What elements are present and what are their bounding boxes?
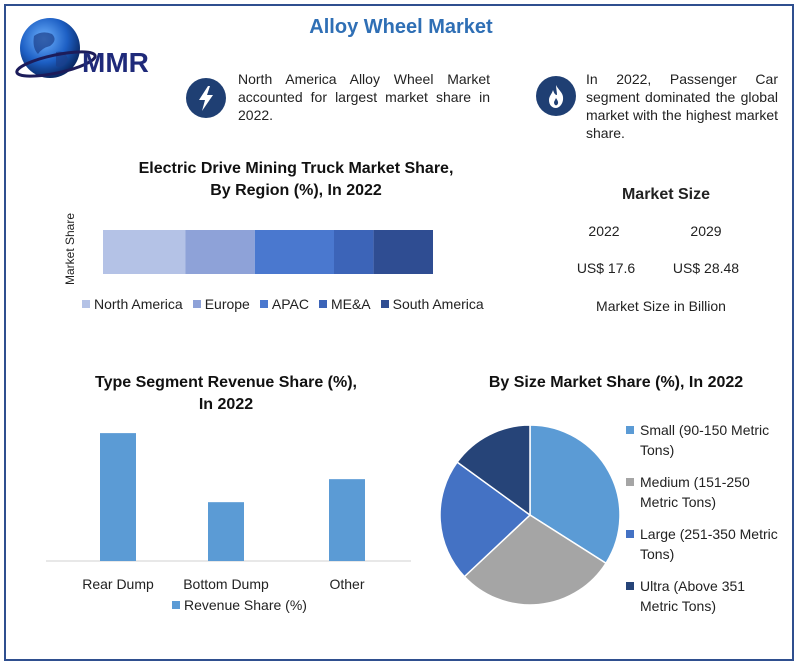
- region-bar-segment-0: [103, 230, 186, 274]
- legend-swatch: [626, 478, 634, 486]
- flame-icon: [536, 76, 576, 116]
- legend-label: Tons): [640, 442, 675, 458]
- size-legend-item: Medium (151-250 Metric Tons): [626, 472, 786, 512]
- region-bar-segment-3: [334, 230, 374, 274]
- market-size-value-2022: US$ 17.6: [576, 260, 636, 276]
- legend-swatch: [626, 582, 634, 590]
- svg-text:MMR: MMR: [82, 47, 149, 78]
- legend-label: Ultra (Above 351: [640, 578, 746, 594]
- size-pie-chart: [439, 424, 621, 606]
- segment-bar: [329, 479, 365, 561]
- legend-label: Metric Tons): [640, 494, 716, 510]
- legend-label: APAC: [271, 296, 309, 312]
- legend-label: Medium (151-250: [640, 474, 750, 490]
- size-legend-item: Ultra (Above 351 Metric Tons): [626, 576, 786, 616]
- region-chart-title: Electric Drive Mining Truck Market Share…: [138, 160, 454, 199]
- market-size-value-2029: US$ 28.48: [672, 260, 740, 276]
- region-legend-item: South America: [380, 296, 484, 312]
- pie-slice: [439, 461, 532, 578]
- region-legend-item: APAC: [259, 296, 309, 312]
- legend-label: North America: [94, 296, 183, 312]
- legend-swatch: [318, 300, 327, 308]
- legend-label: South America: [392, 296, 484, 312]
- size-chart-title: By Size Market Share (%), In 2022: [488, 374, 744, 391]
- legend-label: Tons): [640, 546, 675, 562]
- segment-legend-swatch: [172, 601, 180, 609]
- infographic-frame: MMR Alloy Wheel Market North America All…: [4, 4, 794, 661]
- segment-x-tick-label: Other: [329, 576, 364, 592]
- legend-label: Small (90-150 Metric: [640, 422, 770, 438]
- lightning-icon: [186, 78, 226, 118]
- segment-legend-label: Revenue Share (%): [184, 597, 307, 613]
- legend-swatch: [259, 300, 268, 308]
- legend-label: Large (251-350 Metric: [640, 526, 778, 542]
- region-y-axis-label: Market Share: [63, 213, 77, 285]
- legend-swatch: [626, 426, 634, 434]
- market-size-unit-label: Market Size in Billion: [596, 298, 726, 314]
- legend-swatch: [626, 530, 634, 538]
- market-size-year-2022: 2022: [588, 223, 620, 239]
- size-legend-item: Large (251-350 Metric Tons): [626, 524, 786, 564]
- mmr-logo: MMR: [15, 18, 149, 78]
- pie-slice: [463, 514, 608, 606]
- pie-slice: [456, 424, 531, 517]
- region-legend-item: North America: [82, 296, 183, 312]
- segment-legend: Revenue Share (%): [172, 597, 307, 613]
- legend-label: Metric Tons): [640, 598, 716, 614]
- segment-x-tick-label: Rear Dump: [82, 576, 154, 592]
- segment-column-chart: Rear Dump Bottom Dump Other: [46, 433, 411, 592]
- info-text-passenger-car: In 2022, Passenger Car segment dominated…: [586, 71, 778, 141]
- size-legend-item: Small (90-150 Metric Tons): [626, 420, 786, 460]
- legend-swatch: [380, 300, 389, 308]
- region-stacked-bar-chart: Market Share: [63, 213, 433, 285]
- size-legend: Small (90-150 Metric Tons) Medium (151-250…: [626, 420, 786, 628]
- page-title: Alloy Wheel Market: [309, 16, 493, 38]
- segment-bar: [208, 502, 244, 561]
- segment-x-tick-label: Bottom Dump: [183, 576, 269, 592]
- legend-swatch: [192, 300, 201, 308]
- region-bar-segment-2: [254, 230, 334, 274]
- region-legend-item: ME&A: [318, 296, 371, 312]
- region-bar-segment-1: [185, 230, 255, 274]
- region-bar-segment-4: [373, 230, 433, 274]
- legend-label: ME&A: [330, 296, 371, 312]
- market-size-year-2029: 2029: [690, 223, 722, 239]
- info-text-north-america: North America Alloy Wheel Market account…: [238, 71, 490, 123]
- segment-chart-title: Type Segment Revenue Share (%), In 2022: [95, 374, 357, 413]
- region-legend-item: Europe: [192, 296, 250, 312]
- segment-bar: [100, 433, 136, 561]
- legend-label: Europe: [204, 296, 250, 312]
- market-size-title: Market Size: [621, 186, 711, 203]
- region-legend: North America Europe APAC ME&A South America: [82, 296, 522, 312]
- legend-swatch: [82, 300, 90, 308]
